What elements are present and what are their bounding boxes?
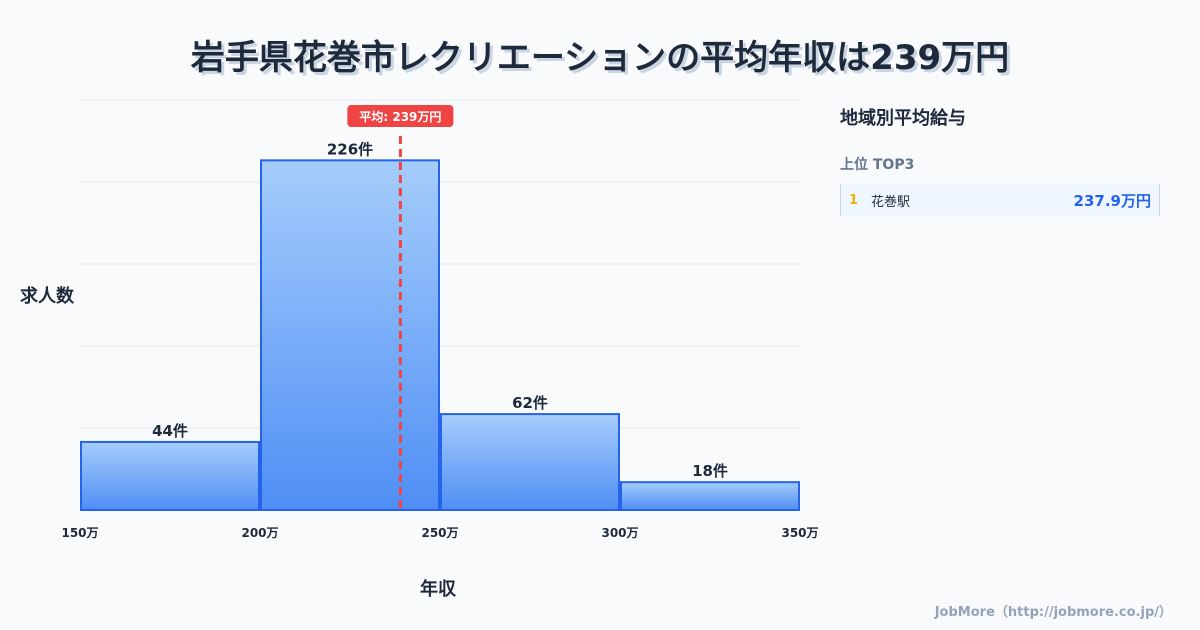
x-axis-label: 年収 (420, 579, 456, 600)
x-tick-label: 250万 (421, 526, 458, 540)
histogram-chart: 44件 226件 62件 18件 平均: 239万円 150万 200万 250万 300万 35… (61, 99, 819, 540)
bar-data-label: 226件 (327, 140, 373, 158)
bar-data-label: 44件 (152, 422, 188, 440)
list-item: 1 花巻駅 237.9万円 (840, 184, 1160, 216)
mean-label-badge (347, 105, 454, 127)
x-tick-label: 350万 (781, 526, 818, 540)
panel-title: 地域別平均給与 (840, 108, 966, 129)
x-tick-label: 200万 (241, 526, 278, 540)
bar-data-label: 62件 (512, 394, 548, 412)
credit: JobMore（http://jobmore.co.jp/） (934, 605, 1172, 620)
bar-data-label: 18件 (692, 462, 728, 480)
mean-label: 平均: 239万円 (359, 109, 441, 124)
region-name: 花巻駅 (871, 194, 911, 210)
y-axis-label: 求人数 (20, 286, 74, 307)
histogram-bar (620, 481, 800, 511)
regional-salary-panel: 地域別平均給与 上位 TOP3 1 花巻駅 237.9万円 (840, 104, 1160, 216)
x-tick-label: 300万 (601, 526, 638, 540)
chart-title: 岩手県花巻市レクリエーションの平均年収は239万円 (190, 38, 1010, 78)
panel-subtitle: 上位 TOP3 (840, 157, 915, 173)
rank: 1 (849, 192, 859, 208)
region-salary: 237.9万円 (1073, 191, 1151, 210)
histogram-bar (80, 440, 260, 511)
histogram-bar (260, 159, 440, 511)
x-tick-label: 150万 (61, 526, 98, 540)
histogram-bar (440, 413, 620, 511)
